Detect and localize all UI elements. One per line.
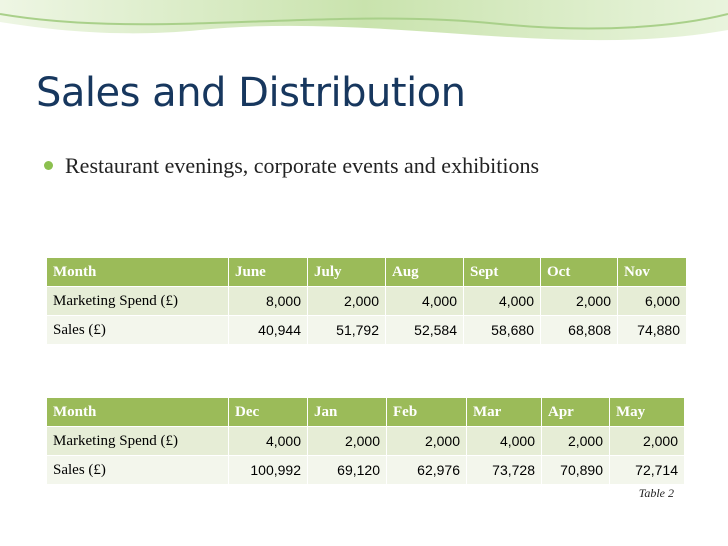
title: Sales and Distribution — [36, 70, 466, 116]
value-cell: 73,728 — [466, 455, 542, 485]
value-cell: 2,000 — [307, 426, 387, 456]
value-cell: 2,000 — [541, 426, 610, 456]
value-cell: 72,714 — [609, 455, 685, 485]
header-cell: June — [228, 257, 308, 287]
value-cell: 2,000 — [307, 286, 386, 316]
data-table: Month June July Aug Sept Oct Nov Marketing Spen… — [46, 257, 687, 345]
table-row: Sales (£) 100,992 69,120 62,976 73,728 70,890… — [46, 455, 685, 485]
table-row: Sales (£) 40,944 51,792 52,584 58,680 68,808 7… — [46, 315, 687, 345]
table-row: Marketing Spend (£) 4,000 2,000 2,000 4,000 2… — [46, 426, 685, 456]
header-cell: Sept — [463, 257, 541, 287]
header-cell: May — [609, 397, 685, 427]
caption: Table 2 — [638, 486, 674, 500]
row-label: Marketing Spend (£) — [46, 286, 229, 316]
value-cell: 51,792 — [307, 315, 386, 345]
value-cell: 6,000 — [617, 286, 687, 316]
value-cell: 58,680 — [463, 315, 541, 345]
value-cell: 69,120 — [307, 455, 387, 485]
header-cell: Mar — [466, 397, 542, 427]
row-label: Sales (£) — [46, 315, 229, 345]
value-cell: 2,000 — [386, 426, 467, 456]
value-cell: 70,890 — [541, 455, 610, 485]
header-row: Month June July Aug Sept Oct Nov — [46, 257, 687, 287]
value-cell: 4,000 — [228, 426, 308, 456]
header-cell: Month — [46, 257, 229, 287]
header-cell: Oct — [540, 257, 618, 287]
header-row: Month Dec Jan Feb Mar Apr May — [46, 397, 685, 427]
row-label: Sales (£) — [46, 455, 229, 485]
header-cell: Apr — [541, 397, 610, 427]
value-cell: 4,000 — [385, 286, 464, 316]
value-cell: 4,000 — [463, 286, 541, 316]
value-cell: 74,880 — [617, 315, 687, 345]
row-label: Marketing Spend (£) — [46, 426, 229, 456]
header-cell: Month — [46, 397, 229, 427]
value-cell: 52,584 — [385, 315, 464, 345]
bullet: Restaurant evenings, corporate events an… — [44, 153, 539, 179]
header-cell: Aug — [385, 257, 464, 287]
table-row: Marketing Spend (£) 8,000 2,000 4,000 4,000 2… — [46, 286, 687, 316]
decoration — [0, 0, 728, 41]
header-cell: July — [307, 257, 386, 287]
value-cell: 40,944 — [228, 315, 308, 345]
value-cell: 68,808 — [540, 315, 618, 345]
value-cell: 2,000 — [540, 286, 618, 316]
header-cell: Dec — [228, 397, 308, 427]
value-cell: 2,000 — [609, 426, 685, 456]
header-cell: Jan — [307, 397, 387, 427]
header-cell: Nov — [617, 257, 687, 287]
value-cell: 100,992 — [228, 455, 308, 485]
data-table: Month Dec Jan Feb Mar Apr May Marketing Spend (… — [46, 397, 685, 485]
header-cell: Feb — [386, 397, 467, 427]
value-cell: 4,000 — [466, 426, 542, 456]
value-cell: 62,976 — [386, 455, 467, 485]
value-cell: 8,000 — [228, 286, 308, 316]
